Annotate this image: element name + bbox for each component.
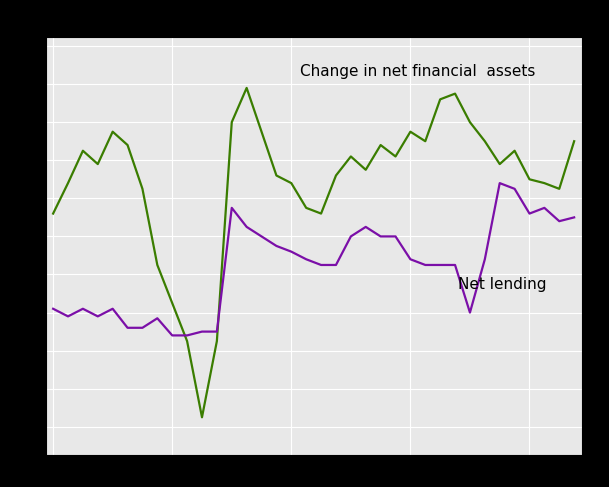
Text: Net lending: Net lending [459, 277, 547, 292]
Text: Change in net financial  assets: Change in net financial assets [300, 64, 535, 79]
